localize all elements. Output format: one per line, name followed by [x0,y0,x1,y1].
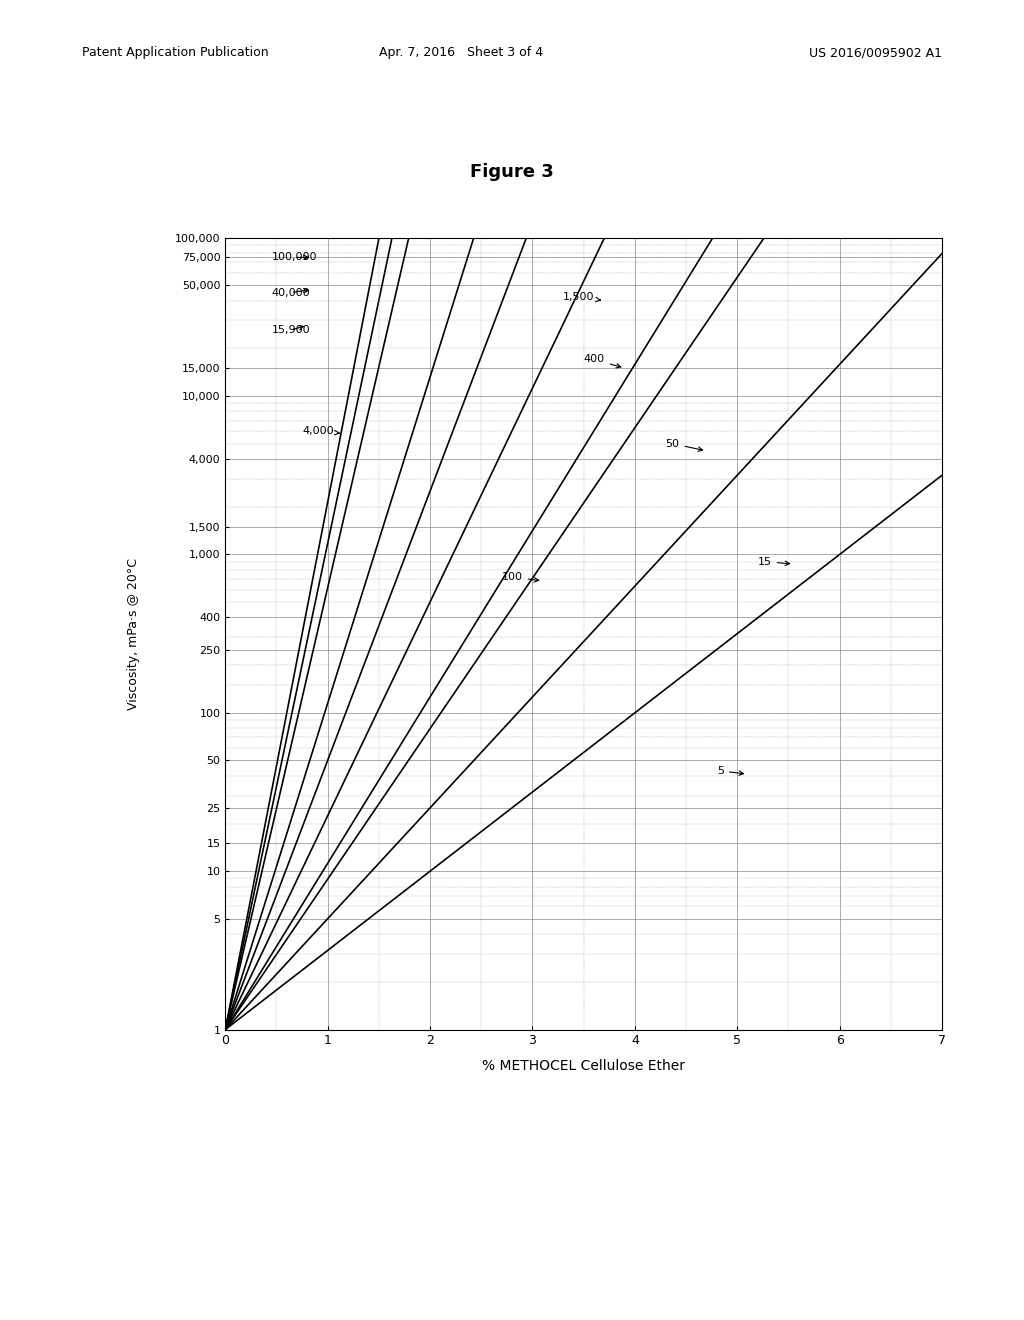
Text: 15,900: 15,900 [271,325,310,335]
Text: 15: 15 [758,557,790,566]
Text: 50: 50 [666,438,702,451]
Text: 400: 400 [584,355,621,368]
X-axis label: % METHOCEL Cellulose Ether: % METHOCEL Cellulose Ether [482,1059,685,1073]
Text: US 2016/0095902 A1: US 2016/0095902 A1 [809,46,942,59]
Text: 5: 5 [717,766,743,776]
Text: Apr. 7, 2016   Sheet 3 of 4: Apr. 7, 2016 Sheet 3 of 4 [379,46,543,59]
Text: Figure 3: Figure 3 [470,162,554,181]
Text: Patent Application Publication: Patent Application Publication [82,46,268,59]
Text: 100: 100 [502,572,539,582]
Y-axis label: Viscosity, mPa·s @ 20°C: Viscosity, mPa·s @ 20°C [127,557,139,710]
Text: 100,000: 100,000 [271,252,316,263]
Text: 4,000: 4,000 [302,426,340,436]
Text: 1,500: 1,500 [563,292,600,302]
Text: 40,000: 40,000 [271,288,310,297]
